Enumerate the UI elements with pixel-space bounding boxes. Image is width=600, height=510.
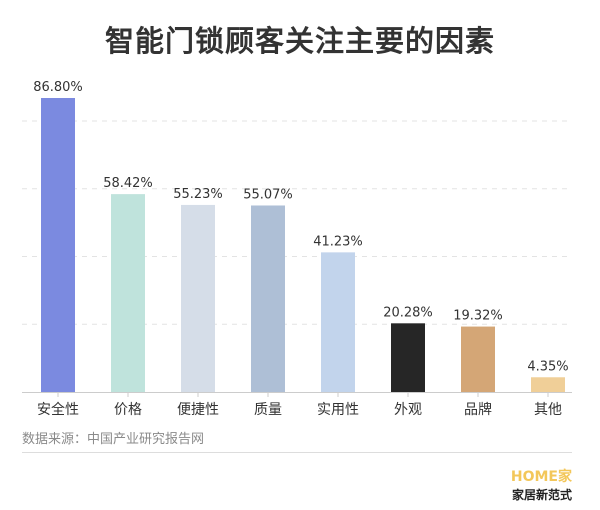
watermark-line2: 家居新范式 bbox=[511, 488, 572, 502]
x-tick-label: 品牌 bbox=[464, 401, 492, 418]
data-label: 20.28% bbox=[383, 305, 433, 320]
x-tick-label: 便捷性 bbox=[177, 402, 219, 418]
x-tick-label: 其他 bbox=[534, 402, 562, 418]
data-label: 58.42% bbox=[103, 176, 153, 191]
data-label: 41.23% bbox=[313, 234, 363, 249]
x-tick-label: 质量 bbox=[254, 402, 282, 418]
data-label: 55.23% bbox=[173, 187, 223, 202]
divider bbox=[22, 452, 572, 453]
bar bbox=[391, 323, 425, 392]
data-label: 4.35% bbox=[527, 359, 568, 374]
data-source: 数据来源：中国产业研究报告网 bbox=[22, 432, 205, 447]
watermark-line1: HOME家 bbox=[510, 469, 572, 485]
bar-chart: 86.80% 安全性 58.42% 价格 55.23% 便捷性 55.07% 质量 41.23%… bbox=[22, 80, 572, 418]
x-tick-label: 外观 bbox=[394, 402, 422, 418]
bar bbox=[531, 377, 565, 392]
data-label: 55.07% bbox=[243, 187, 293, 202]
data-label: 19.32% bbox=[453, 309, 503, 324]
bar bbox=[111, 194, 145, 392]
bar bbox=[461, 326, 495, 392]
watermark-logo: HOME家 家居新范式 bbox=[511, 466, 572, 503]
bar bbox=[321, 252, 355, 392]
bar bbox=[181, 204, 215, 392]
x-tick-label: 安全性 bbox=[37, 401, 79, 418]
bar bbox=[41, 98, 75, 393]
x-tick-label: 价格 bbox=[114, 402, 142, 418]
data-label: 86.80% bbox=[33, 80, 83, 95]
x-tick-label: 实用性 bbox=[317, 402, 359, 418]
bar bbox=[251, 205, 285, 392]
chart-title: 智能门锁顾客关注主要的因素 bbox=[104, 24, 495, 58]
